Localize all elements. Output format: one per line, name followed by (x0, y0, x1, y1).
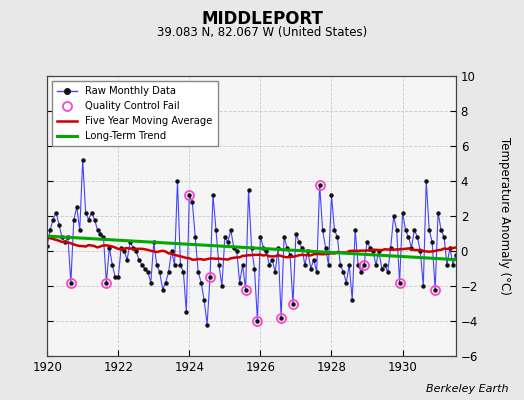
Y-axis label: Temperature Anomaly (°C): Temperature Anomaly (°C) (498, 137, 510, 295)
Text: MIDDLEPORT: MIDDLEPORT (201, 10, 323, 28)
Text: 39.083 N, 82.067 W (United States): 39.083 N, 82.067 W (United States) (157, 26, 367, 39)
Legend: Raw Monthly Data, Quality Control Fail, Five Year Moving Average, Long-Term Tren: Raw Monthly Data, Quality Control Fail, … (52, 81, 217, 146)
Text: Berkeley Earth: Berkeley Earth (426, 384, 508, 394)
